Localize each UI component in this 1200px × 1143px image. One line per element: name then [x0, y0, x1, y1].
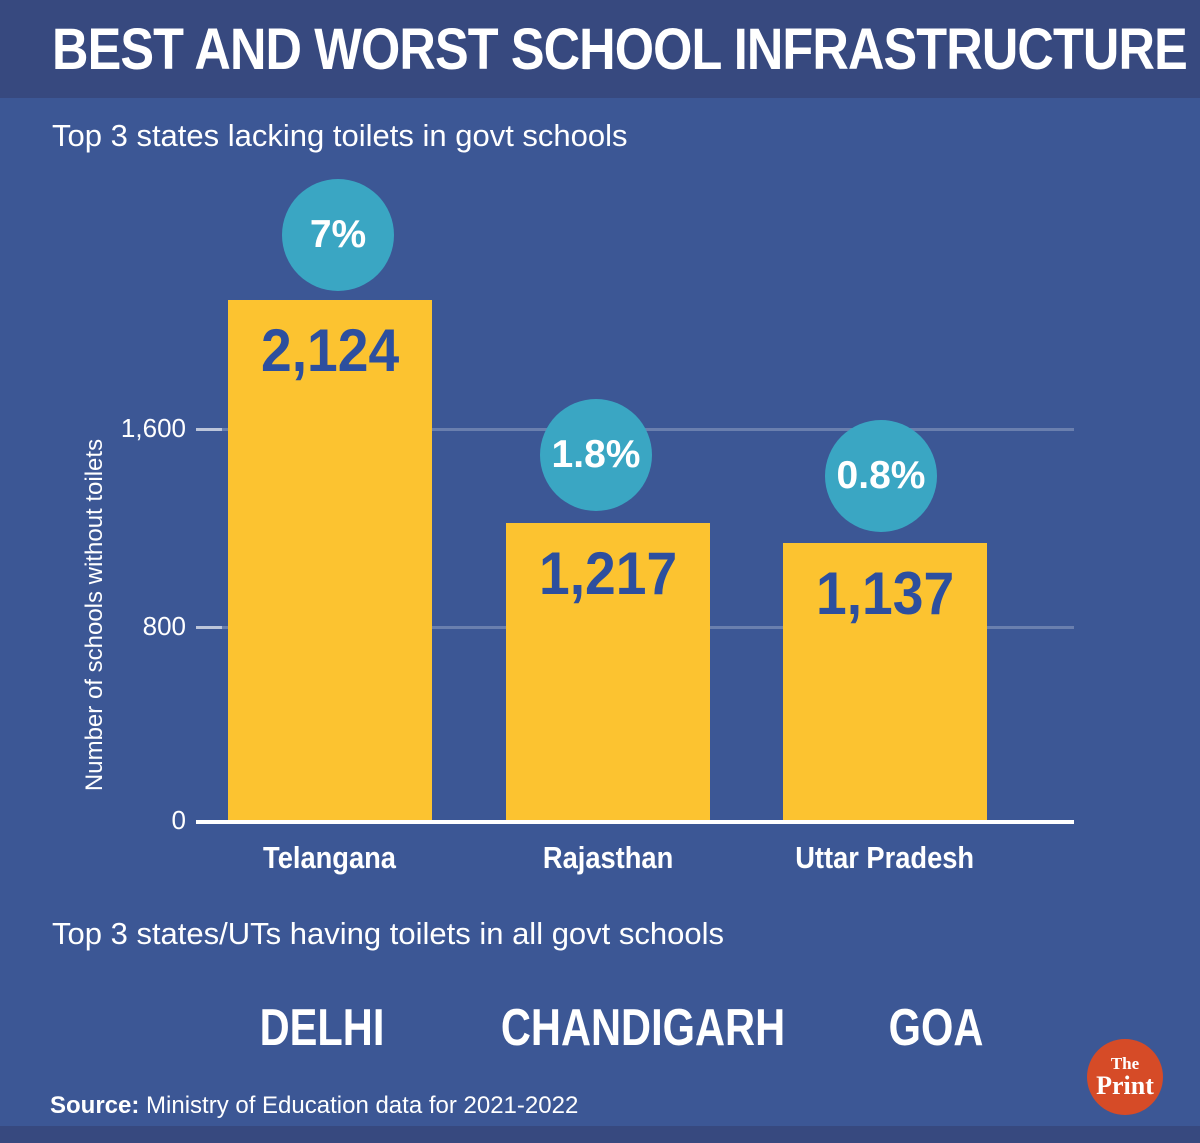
- footer-strip: [0, 1126, 1200, 1143]
- x-tick-telangana: Telangana: [263, 840, 397, 875]
- tick-1600: [196, 428, 222, 431]
- source-text: Ministry of Education data for 2021-2022: [139, 1092, 579, 1119]
- x-tick-uttar-pradesh: Uttar Pradesh: [795, 840, 975, 875]
- percent-label-uttar-pradesh: 0.8%: [836, 454, 926, 497]
- bar-telangana: 2,124: [228, 300, 432, 822]
- y-tick-label-0: 0: [171, 805, 186, 835]
- percent-label-telangana: 7%: [309, 213, 367, 256]
- bar-value-telangana: 2,124: [260, 317, 400, 384]
- chart-section-title: Top 3 states lacking toilets in govt sch…: [52, 118, 628, 153]
- bar-value-uttar-pradesh: 1,137: [815, 560, 955, 627]
- percent-badge-uttar-pradesh: 0.8%: [825, 420, 937, 532]
- x-tick-rajasthan: Rajasthan: [542, 840, 674, 875]
- bar-rajasthan: 1,217: [506, 523, 710, 822]
- page-title: BEST AND WORST SCHOOL INFRASTRUCTURE: [52, 16, 1188, 82]
- logo-text-the: The: [1110, 1054, 1140, 1073]
- percent-badge-rajasthan: 1.8%: [540, 399, 652, 511]
- source-label: Source:: [50, 1092, 140, 1119]
- source-line: Source: Ministry of Education data for 2…: [50, 1092, 578, 1120]
- tick-800: [196, 626, 222, 629]
- y-tick-label-1600: 1,600: [120, 413, 186, 443]
- y-tick-label-800: 800: [142, 611, 186, 641]
- theprint-logo-icon: The Print: [1087, 1039, 1163, 1115]
- best-state-delhi: DELHI: [259, 999, 385, 1057]
- best-state-goa: GOA: [888, 999, 984, 1057]
- best-state-chandigarh: CHANDIGARH: [500, 999, 786, 1057]
- x-axis-line: [196, 820, 1074, 824]
- logo-text-print: Print: [1096, 1071, 1154, 1100]
- bar-uttar-pradesh: 1,137: [783, 543, 987, 822]
- header-band: BEST AND WORST SCHOOL INFRASTRUCTURE: [0, 0, 1200, 98]
- percent-badge-telangana: 7%: [282, 179, 394, 291]
- bar-value-rajasthan: 1,217: [538, 540, 678, 607]
- percent-label-rajasthan: 1.8%: [551, 433, 641, 476]
- best-section-title: Top 3 states/UTs having toilets in all g…: [52, 916, 725, 951]
